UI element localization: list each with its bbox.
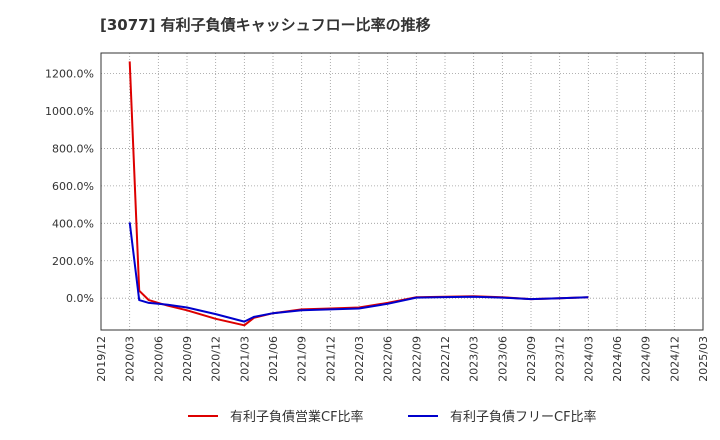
x-tick-label: 2019/12 — [95, 336, 108, 382]
y-tick-label: 400.0% — [52, 217, 94, 230]
y-tick-label: 800.0% — [52, 142, 94, 155]
x-tick-label: 2020/09 — [181, 336, 194, 382]
y-tick-label: 1000.0% — [45, 105, 94, 118]
y-tick-label: 200.0% — [52, 255, 94, 268]
x-tick-label: 2021/09 — [296, 336, 309, 382]
x-tick-label: 2021/06 — [267, 336, 280, 382]
legend-label: 有利子負債フリーCF比率 — [450, 410, 597, 425]
x-tick-label: 2022/03 — [353, 336, 366, 382]
series-line-free-cf — [128, 222, 589, 323]
x-tick-label: 2022/09 — [410, 336, 423, 382]
x-tick-label: 2023/06 — [496, 336, 509, 382]
x-tick-label: 2024/09 — [640, 336, 653, 382]
x-tick-label: 2020/03 — [124, 336, 137, 382]
x-tick-label: 2021/03 — [238, 336, 251, 382]
series-lines — [128, 61, 589, 327]
x-tick-label: 2022/06 — [382, 336, 395, 382]
legend-label: 有利子負債営業CF比率 — [230, 410, 364, 425]
x-tick-label: 2023/12 — [554, 336, 567, 382]
y-tick-label: 1200.0% — [45, 68, 94, 81]
x-tick-label: 2023/09 — [525, 336, 538, 382]
x-tick-label: 2025/03 — [697, 336, 710, 382]
legend: 有利子負債営業CF比率 有利子負債フリーCF比率 — [0, 406, 720, 428]
x-tick-label: 2024/03 — [582, 336, 595, 382]
legend-swatch-blue — [408, 414, 438, 417]
x-tick-label: 2022/12 — [439, 336, 452, 382]
x-tick-label: 2024/12 — [668, 336, 681, 382]
y-tick-label: 0.0% — [66, 292, 94, 305]
grid-lines — [100, 53, 704, 330]
y-tick-label: 600.0% — [52, 180, 94, 193]
legend-item-operating-cf: 有利子負債営業CF比率 — [188, 406, 364, 425]
x-tick-label: 2024/06 — [611, 336, 624, 382]
x-axis: 2019/12 2020/03 2020/06 2020/09 2020/12 2021/… — [95, 336, 710, 382]
x-tick-label: 2020/06 — [152, 336, 165, 382]
plot-area — [101, 53, 703, 330]
legend-swatch-red — [188, 414, 218, 417]
x-tick-label: 2020/12 — [210, 336, 223, 382]
x-tick-label: 2023/03 — [468, 336, 481, 382]
chart-title: [3077] 有利子負債キャッシュフロー比率の推移 — [100, 16, 431, 34]
y-axis: 0.0% 200.0% 400.0% 600.0% 800.0% 1000.0% 1200.… — [45, 68, 94, 306]
legend-item-free-cf: 有利子負債フリーCF比率 — [408, 406, 597, 425]
plot-frame — [100, 52, 704, 331]
x-tick-label: 2021/12 — [324, 336, 337, 382]
